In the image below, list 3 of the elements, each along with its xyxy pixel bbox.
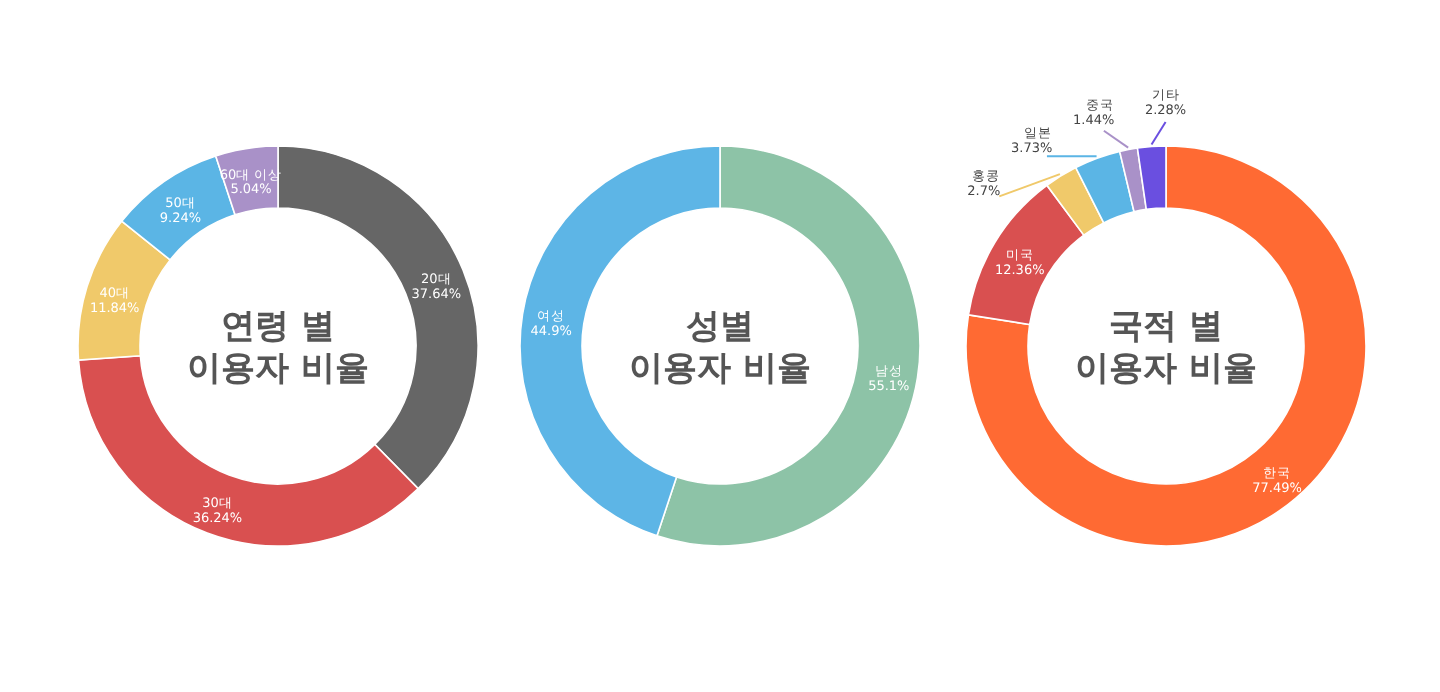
text: 연령 별 이용자 비율 xyxy=(187,307,369,389)
text: 국적 별 이용자 비율 xyxy=(1075,307,1257,389)
text: 성별 이용자 비율 xyxy=(629,307,811,389)
